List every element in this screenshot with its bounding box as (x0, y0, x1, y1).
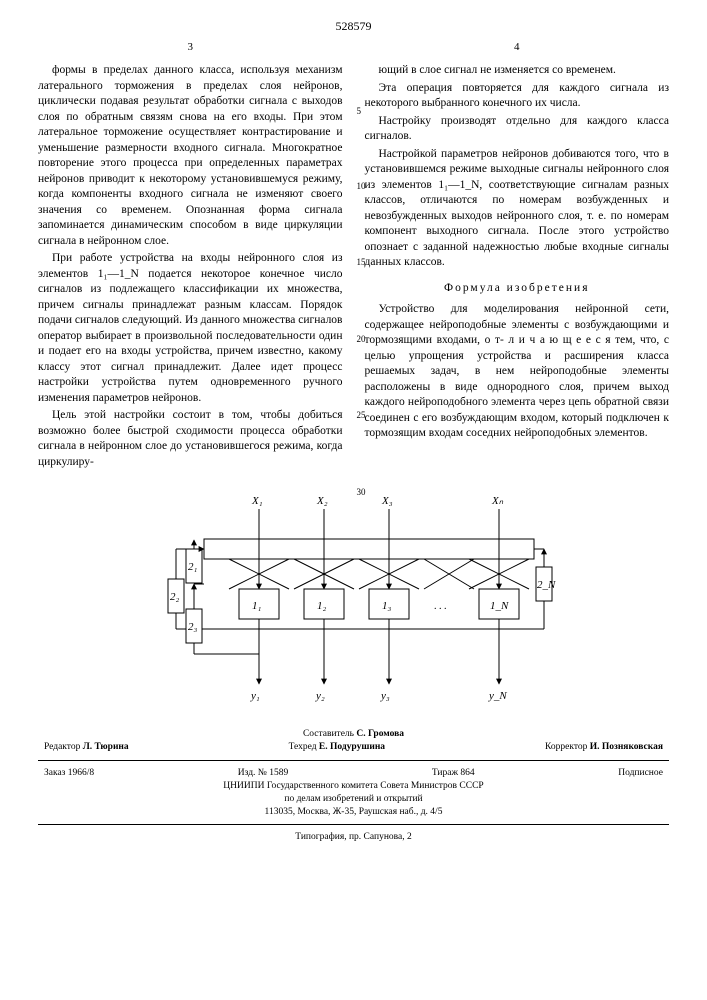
feedback-2n: 2_N (534, 549, 556, 629)
tirazh: Тираж 864 (432, 767, 475, 780)
paragraph: формы в пределах данного класса, использ… (38, 63, 343, 249)
patent-number: 528579 (38, 18, 669, 34)
paragraph: Настройкой параметров нейронов добиваютс… (365, 147, 670, 271)
ellipsis: . . . (434, 601, 447, 612)
paragraph: ющий в слое сигнал не изменяется со врем… (365, 63, 670, 79)
svg-text:1_N: 1_N (490, 600, 509, 612)
techred: Техред Е. Подурушина (289, 741, 385, 754)
linenum: 30 (357, 486, 366, 498)
output-y3: y₃ (380, 619, 390, 702)
output-yn: y_N (488, 619, 507, 702)
neuron-block-n: 1_N (479, 589, 519, 619)
neuron-block-2: 1₂ (304, 589, 344, 619)
svg-text:1₃: 1₃ (382, 600, 392, 612)
linenum: 5 (357, 105, 362, 117)
two-column-body: 3 формы в пределах данного класса, испол… (38, 40, 669, 472)
svg-text:2₁: 2₁ (188, 561, 198, 573)
svg-text:1₁: 1₁ (252, 600, 262, 612)
right-column: 4 ющий в слое сигнал не изменяется со вр… (365, 40, 670, 472)
right-col-page-num: 4 (365, 40, 670, 55)
svg-text:y_N: y_N (488, 690, 507, 702)
print-row: Заказ 1966/8 Изд. № 1589 Тираж 864 Подпи… (38, 767, 669, 780)
svg-text:y₁: y₁ (250, 690, 260, 702)
circuit-figure: X₁ X₂ X₃ Xₙ 1₁ 1 (134, 484, 574, 714)
svg-text:X₂: X₂ (316, 495, 328, 507)
svg-text:2₃: 2₃ (188, 621, 198, 633)
left-col-page-num: 3 (38, 40, 343, 55)
staff-row: Редактор Л. Тюрина Техред Е. Подурушина … (38, 741, 669, 754)
svg-text:1₂: 1₂ (317, 600, 327, 612)
neuron-block-1: 1₁ (239, 589, 279, 619)
org-line-2: по делам изобретений и открытий (38, 793, 669, 806)
paragraph: Эта операция повторяется для каждого сиг… (365, 81, 670, 112)
compiler-line: Составитель С. Громова (38, 728, 669, 741)
feedback-21: 2₁ (186, 540, 202, 583)
corrector: Корректор И. Позняковская (545, 741, 663, 754)
org-line-1: ЦНИИПИ Государственного комитета Совета … (38, 780, 669, 793)
page: 528579 3 формы в пределах данного класса… (0, 0, 707, 856)
formula-heading: Формула изобретения (365, 281, 670, 297)
paragraph: При работе устройства на входы нейронног… (38, 251, 343, 406)
formula-paragraph: Устройство для моделирования нейронной с… (365, 302, 670, 442)
svg-text:X₃: X₃ (381, 495, 393, 507)
svg-text:y₂: y₂ (315, 690, 325, 702)
paragraph: Цель этой настройки состоит в том, чтобы… (38, 408, 343, 470)
output-y2: y₂ (315, 619, 325, 702)
svg-text:2₂: 2₂ (170, 591, 180, 603)
svg-text:X₁: X₁ (251, 495, 263, 507)
subscription: Подписное (618, 767, 663, 780)
svg-text:Xₙ: Xₙ (491, 495, 504, 507)
paragraph: Настройку производят отдельно для каждог… (365, 114, 670, 145)
divider (38, 824, 669, 825)
output-y1: y₁ (250, 619, 260, 702)
left-column: 3 формы в пределах данного класса, испол… (38, 40, 343, 472)
neuron-block-3: 1₃ (369, 589, 409, 619)
order-no: Заказ 1966/8 (44, 767, 94, 780)
svg-text:2_N: 2_N (537, 579, 556, 591)
divider (38, 760, 669, 761)
address: 113035, Москва, Ж-35, Раушская наб., д. … (38, 806, 669, 819)
typography: Типография, пр. Сапунова, 2 (38, 831, 669, 844)
footer: Составитель С. Громова Редактор Л. Тюрин… (38, 728, 669, 844)
svg-text:y₃: y₃ (380, 690, 390, 702)
editor: Редактор Л. Тюрина (44, 741, 129, 754)
edition-no: Изд. № 1589 (238, 767, 288, 780)
